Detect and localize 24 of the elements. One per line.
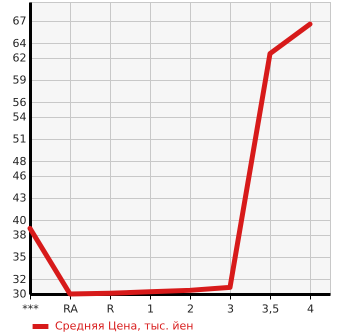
x-tick-label: 2 (187, 302, 194, 316)
y-tick-label: 43 (12, 192, 26, 205)
y-tick-label: 62 (12, 52, 26, 65)
x-tick-label: 3,5 (262, 302, 280, 316)
y-tick-label: 32 (12, 272, 26, 286)
y-tick-label: 54 (12, 110, 26, 124)
y-tick-label: 48 (12, 154, 26, 168)
y-tick-label: 40 (12, 214, 26, 227)
y-tick-label: 51 (12, 132, 26, 146)
x-tick-label: *** (22, 302, 40, 316)
x-tick-label: RA (63, 302, 78, 316)
x-tick-label: 3 (227, 302, 234, 316)
y-tick-label: 56 (12, 96, 26, 109)
y-tick-label: 30 (12, 288, 26, 300)
y-tick-label: 64 (12, 36, 26, 50)
y-tick-label: 67 (12, 14, 26, 28)
x-tick-label: 1 (147, 302, 154, 316)
x-tick-label: R (106, 302, 115, 316)
y-tick-label: 46 (12, 170, 26, 183)
x-tick-label: 4 (307, 302, 314, 316)
y-tick-label: 35 (12, 250, 26, 264)
y-tick-label: 38 (12, 228, 26, 242)
legend-label: Средняя Цена, тыс. йен (55, 320, 194, 332)
y-tick-label: 59 (12, 74, 26, 87)
